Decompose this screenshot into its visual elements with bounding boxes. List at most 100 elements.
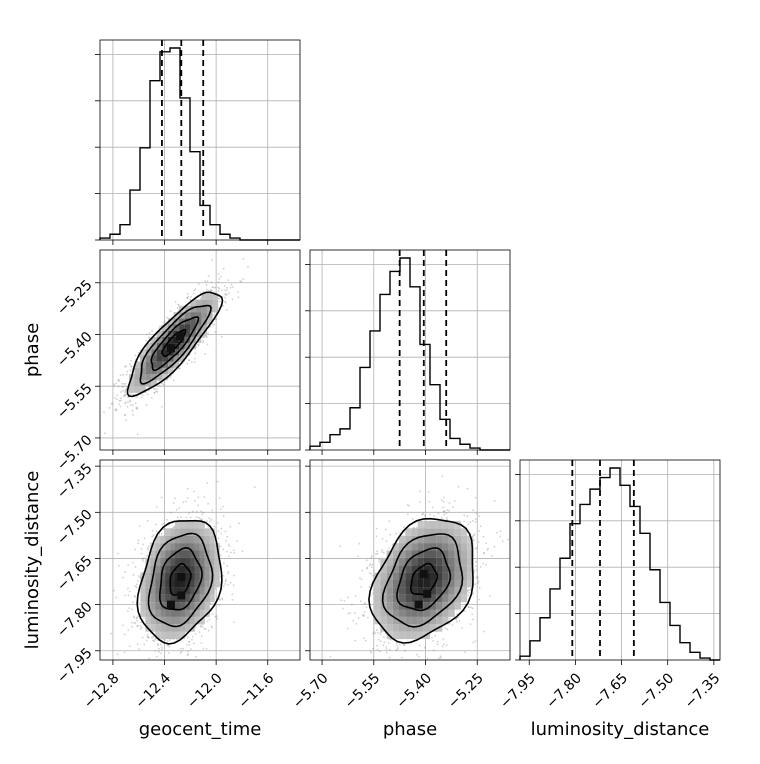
joint-geocent_time-luminosity_distance-point: [225, 531, 227, 533]
joint-phase-luminosity_distance-point: [427, 658, 429, 660]
joint-geocent_time-luminosity_distance-density-cell: [200, 610, 205, 617]
joint-geocent_time-phase-point: [116, 394, 118, 396]
joint-geocent_time-phase-point: [126, 371, 128, 373]
joint-geocent_time-luminosity_distance-density-cell: [205, 565, 210, 572]
joint-geocent_time-luminosity_distance-point: [161, 648, 163, 650]
joint-geocent_time-luminosity_distance-density-cell: [195, 595, 200, 602]
joint-phase-luminosity_distance-point: [377, 649, 379, 651]
joint-geocent_time-luminosity_distance-point: [200, 626, 202, 628]
joint-geocent_time-luminosity_distance-point: [158, 651, 160, 653]
joint-phase-luminosity_distance-point: [456, 621, 458, 623]
joint-geocent_time-phase-point: [129, 369, 131, 371]
joint-geocent_time-phase-point: [104, 432, 106, 434]
joint-geocent_time-phase-point: [115, 383, 117, 385]
joint-phase-luminosity_distance-point: [424, 647, 426, 649]
joint-phase-luminosity_distance-point: [467, 594, 469, 596]
joint-phase-luminosity_distance-point: [369, 572, 371, 574]
hist-luminosity_distance-background: [520, 460, 720, 660]
joint-geocent_time-luminosity_distance-point: [140, 625, 142, 627]
joint-geocent_time-luminosity_distance-point: [147, 520, 149, 522]
joint-phase-luminosity_distance-point: [434, 635, 436, 637]
joint-geocent_time-luminosity_distance-density-cell: [175, 610, 180, 617]
joint-geocent_time-luminosity_distance-density-cell: [195, 565, 200, 572]
joint-geocent_time-phase-point: [148, 337, 150, 339]
joint-geocent_time-luminosity_distance-point: [141, 548, 143, 550]
joint-geocent_time-luminosity_distance-point: [174, 498, 176, 500]
joint-phase-luminosity_distance-point: [390, 534, 392, 536]
joint-geocent_time-phase-density-cell: [213, 300, 219, 306]
joint-geocent_time-phase-point: [227, 279, 229, 281]
joint-geocent_time-luminosity_distance-density-cell: [215, 580, 220, 587]
joint-geocent_time-luminosity_distance-density-cell: [160, 610, 165, 617]
joint-geocent_time-phase-point: [126, 374, 128, 376]
joint-geocent_time-luminosity_distance-point: [117, 553, 119, 555]
joint-geocent_time-luminosity_distance-point: [133, 617, 135, 619]
joint-geocent_time-luminosity_distance-point: [238, 522, 240, 524]
joint-phase-luminosity_distance-point: [372, 648, 374, 650]
joint-geocent_time-luminosity_distance-density-cell: [165, 528, 170, 535]
joint-geocent_time-phase-point: [238, 296, 240, 298]
joint-geocent_time-luminosity_distance-point: [233, 575, 235, 577]
joint-geocent_time-phase-point: [120, 406, 122, 408]
joint-geocent_time-luminosity_distance-density-cell: [155, 573, 160, 580]
joint-phase-luminosity_distance-point: [474, 640, 476, 642]
joint-phase-luminosity_distance-point: [487, 549, 489, 551]
joint-geocent_time-phase-background: [100, 250, 300, 450]
joint-geocent_time-luminosity_distance-point: [197, 496, 199, 498]
joint-geocent_time-phase-point: [214, 287, 216, 289]
joint-phase-luminosity_distance-point: [356, 623, 358, 625]
joint-geocent_time-phase-density-cell: [146, 362, 152, 368]
joint-geocent_time-phase-point: [208, 275, 210, 277]
joint-geocent_time-phase-density-cell: [129, 387, 135, 393]
joint-geocent_time-luminosity_distance-point: [187, 651, 189, 653]
joint-phase-luminosity_distance-point: [478, 515, 480, 517]
joint-geocent_time-luminosity_distance-point: [129, 591, 131, 593]
joint-geocent_time-luminosity_distance-density-cell: [175, 632, 180, 639]
joint-geocent_time-phase-point: [173, 380, 175, 382]
joint-geocent_time-luminosity_distance-point: [211, 625, 213, 627]
joint-geocent_time-phase-point: [232, 286, 234, 288]
joint-phase-luminosity_distance-point: [507, 539, 509, 541]
joint-geocent_time-luminosity_distance-density-cell: [160, 632, 165, 639]
joint-geocent_time-phase-point: [138, 352, 140, 354]
joint-geocent_time-luminosity_distance-point: [211, 519, 213, 521]
joint-geocent_time-phase-point: [220, 276, 222, 278]
joint-phase-luminosity_distance-point: [381, 549, 383, 551]
joint-geocent_time-luminosity_distance-point: [176, 509, 178, 511]
joint-geocent_time-luminosity_distance-point: [160, 652, 162, 654]
joint-geocent_time-luminosity_distance-point: [180, 652, 182, 654]
joint-geocent_time-luminosity_distance-point: [156, 656, 158, 658]
joint-geocent_time-luminosity_distance-density-cell: [160, 624, 165, 631]
joint-geocent_time-luminosity_distance-density-cell: [195, 573, 200, 580]
joint-geocent_time-luminosity_distance-point: [188, 513, 190, 515]
joint-geocent_time-luminosity_distance-density-cell: [155, 565, 160, 572]
joint-geocent_time-phase-point: [217, 287, 219, 289]
joint-geocent_time-luminosity_distance-density-cell: [155, 602, 160, 609]
joint-geocent_time-luminosity_distance-point: [202, 626, 204, 628]
joint-geocent_time-phase-point: [179, 368, 181, 370]
joint-geocent_time-luminosity_distance-density-cell: [165, 587, 170, 594]
joint-geocent_time-luminosity_distance-point: [203, 648, 205, 650]
joint-geocent_time-phase-point: [125, 383, 127, 385]
joint-phase-luminosity_distance-point: [502, 540, 504, 542]
joint-geocent_time-luminosity_distance-point: [160, 644, 162, 646]
joint-geocent_time-phase-point: [223, 268, 225, 270]
joint-geocent_time-luminosity_distance-density-cell: [140, 587, 145, 594]
joint-geocent_time-phase-point: [125, 419, 127, 421]
joint-geocent_time-luminosity_distance-point: [142, 637, 144, 639]
joint-geocent_time-luminosity_distance-point: [206, 648, 208, 650]
joint-geocent_time-luminosity_distance-density-cell: [180, 551, 185, 558]
joint-phase-luminosity_distance-point: [449, 623, 451, 625]
joint-geocent_time-luminosity_distance-point: [228, 544, 230, 546]
joint-geocent_time-phase-point: [242, 278, 244, 280]
joint-geocent_time-luminosity_distance-point: [223, 515, 225, 517]
joint-geocent_time-luminosity_distance-point: [209, 619, 211, 621]
joint-geocent_time-phase-point: [186, 363, 188, 365]
joint-geocent_time-luminosity_distance-point: [214, 526, 216, 528]
joint-phase-luminosity_distance-point: [379, 650, 381, 652]
joint-phase-luminosity_distance-point: [470, 623, 472, 625]
joint-phase-luminosity_distance-point: [472, 619, 474, 621]
joint-geocent_time-luminosity_distance-point: [195, 656, 197, 658]
joint-geocent_time-phase-point: [125, 394, 127, 396]
